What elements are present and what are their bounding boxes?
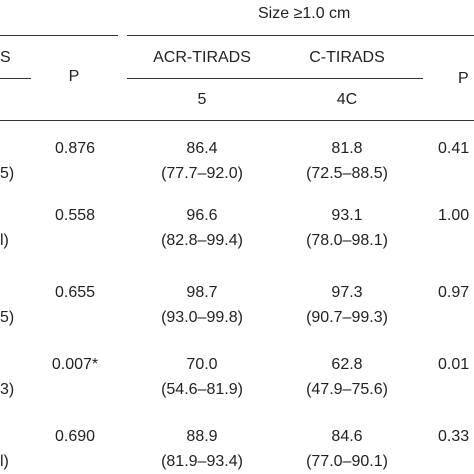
c-ci: (72.5–88.5) bbox=[306, 165, 388, 182]
acr-value: 70.0 bbox=[186, 356, 218, 373]
p-value-right: 0.97 bbox=[438, 284, 470, 301]
p-value-left: 0.558 bbox=[54, 207, 96, 224]
acr-ci: (77.7–92.0) bbox=[161, 165, 243, 182]
p-value-left: 0.876 bbox=[54, 140, 96, 157]
acr-ci: (81.9–93.4) bbox=[161, 453, 243, 470]
c-tirads-header: C-TIRADS bbox=[309, 49, 385, 66]
acr-value: 88.9 bbox=[186, 428, 218, 445]
c-value: 81.8 bbox=[331, 140, 363, 157]
p-value-left: 0.655 bbox=[54, 284, 96, 301]
subheader-rule-right bbox=[127, 78, 423, 79]
left-ci-tail: l) bbox=[0, 232, 9, 249]
acr-ci: (93.0–99.8) bbox=[161, 309, 243, 326]
acr-value: 86.4 bbox=[186, 140, 218, 157]
p-value-right: 0.01 bbox=[438, 356, 470, 373]
p-value-header-right: P bbox=[458, 70, 469, 87]
acr-tirads-header: ACR-TIRADS bbox=[153, 49, 251, 66]
c-value: 62.8 bbox=[331, 356, 363, 373]
acr-value: 98.7 bbox=[186, 284, 218, 301]
acr-value: 96.6 bbox=[186, 207, 218, 224]
c-value: 84.6 bbox=[331, 428, 363, 445]
p-value-header-left: P bbox=[68, 68, 80, 85]
c-ci: (90.7–99.3) bbox=[306, 309, 388, 326]
left-ci-tail: 3) bbox=[0, 381, 15, 398]
header-top-rule-left bbox=[0, 35, 118, 36]
left-ci-tail: 5) bbox=[0, 309, 15, 326]
c-cutoff-value: 4C bbox=[336, 91, 358, 108]
acr-ci: (54.6–81.9) bbox=[161, 381, 243, 398]
group-header-size: Size ≥1.0 cm bbox=[258, 5, 351, 22]
header-top-rule-right bbox=[127, 35, 474, 36]
c-ci: (47.9–75.6) bbox=[306, 381, 388, 398]
p-value-right: 0.41 bbox=[438, 140, 470, 157]
p-value-left: 0.690 bbox=[54, 428, 96, 445]
left-cutoff-header: S bbox=[0, 49, 11, 66]
p-value-right: 0.33 bbox=[438, 428, 470, 445]
left-ci-tail: 5) bbox=[0, 165, 15, 182]
acr-ci: (82.8–99.4) bbox=[161, 232, 243, 249]
c-ci: (78.0–98.1) bbox=[306, 232, 388, 249]
left-ci-tail: l) bbox=[0, 453, 9, 470]
c-value: 93.1 bbox=[331, 207, 363, 224]
header-bottom-rule bbox=[0, 120, 474, 121]
subheader-rule-left bbox=[0, 78, 31, 79]
p-value-right: 1.00 bbox=[438, 207, 470, 224]
c-value: 97.3 bbox=[331, 284, 363, 301]
acr-cutoff-value: 5 bbox=[197, 91, 207, 108]
c-ci: (77.0–90.1) bbox=[306, 453, 388, 470]
p-value-left: 0.007* bbox=[51, 356, 99, 373]
